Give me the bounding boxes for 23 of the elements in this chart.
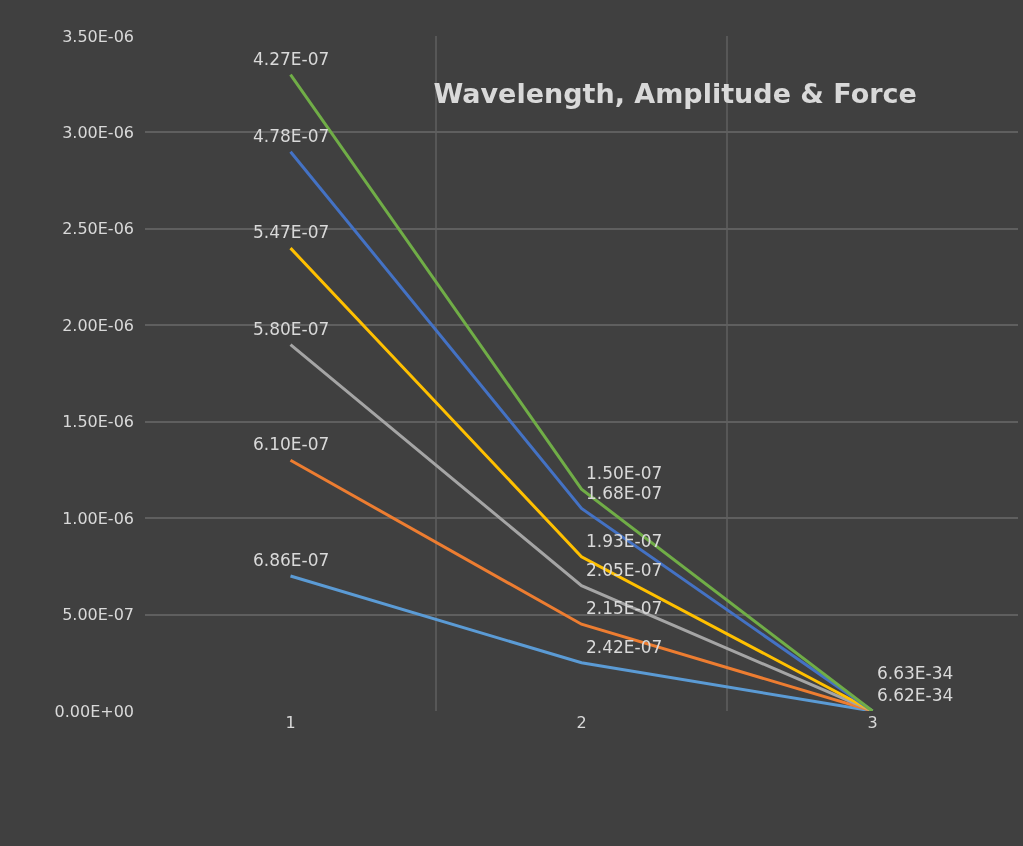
- annotation: 5.80E-07: [253, 319, 330, 339]
- x-tick-label: 2: [576, 713, 587, 732]
- annotation: 1.68E-07: [586, 483, 663, 503]
- annotation: 4.27E-07: [253, 49, 330, 69]
- annotation: 4.78E-07: [253, 126, 330, 146]
- y-tick-label: 3.50E-06: [62, 26, 134, 46]
- annotation: 1.50E-07: [586, 463, 663, 483]
- x-tick-label: 3: [867, 713, 878, 732]
- annotation: 5.47E-07: [253, 222, 330, 242]
- text: Wavelength, Amplitude & Force: [433, 77, 917, 109]
- y-tick-label: 1.00E-06: [62, 508, 134, 528]
- y-tick-label: 5.00E-07: [62, 605, 134, 625]
- annotation: 6.10E-07: [253, 434, 330, 454]
- x-tick-label: 1: [285, 713, 296, 732]
- annotation: 6.62E-34: [877, 685, 954, 705]
- y-tick-label: 2.00E-06: [62, 315, 134, 335]
- annotation: 2.42E-07: [586, 637, 663, 657]
- y-tick-label: 3.00E-06: [62, 123, 134, 143]
- annotation: 6.63E-34: [877, 663, 954, 683]
- annotation: 6.86E-07: [253, 550, 330, 570]
- y-tick-label: 2.50E-06: [62, 219, 134, 239]
- y-tick-label: 0.00E+00: [54, 701, 134, 721]
- y-tick-label: 1.50E-06: [62, 412, 134, 432]
